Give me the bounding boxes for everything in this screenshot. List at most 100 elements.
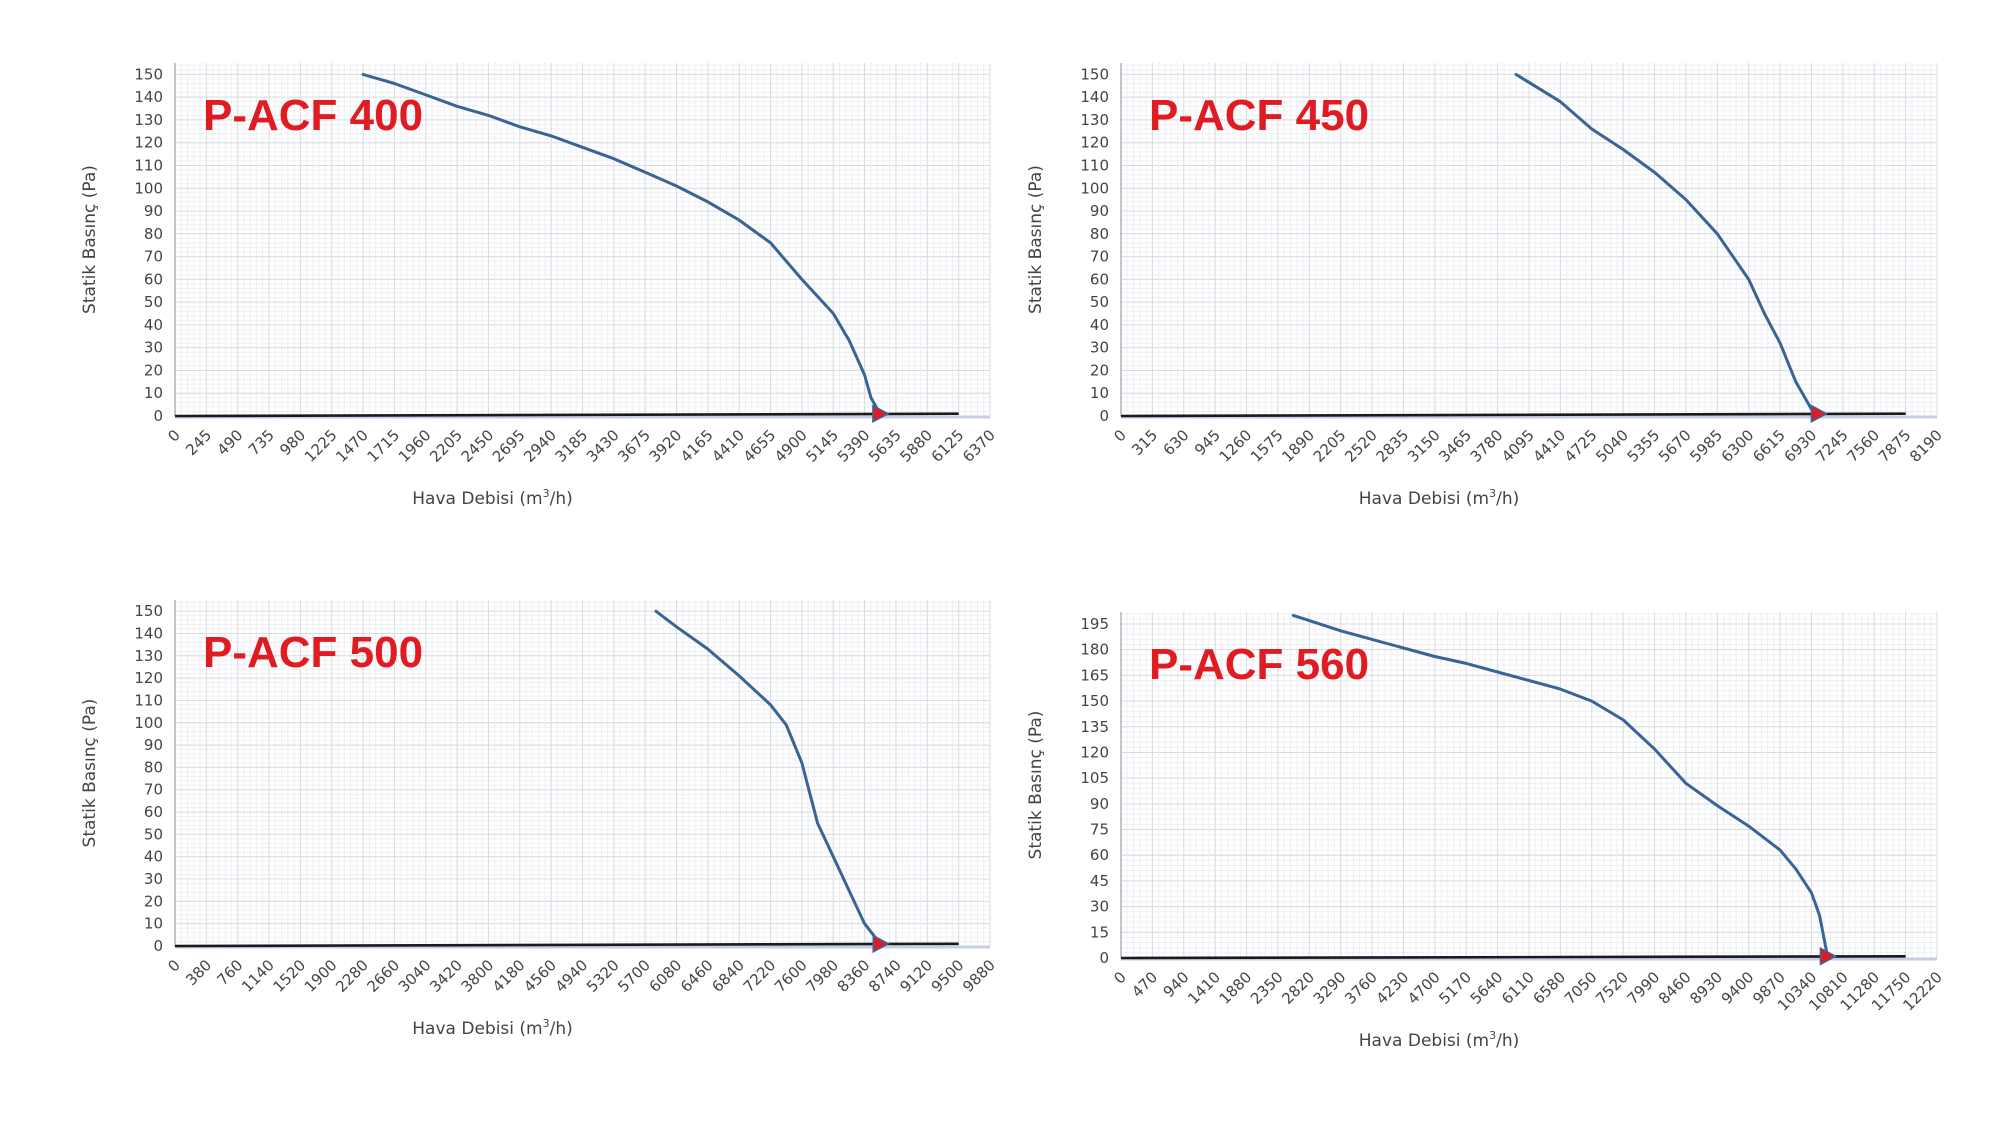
y-tick-label: 150: [134, 602, 163, 620]
y-tick-label: 0: [153, 937, 163, 955]
y-tick-label: 15: [1090, 923, 1109, 941]
x-tick-label: 5145: [802, 426, 842, 466]
x-tick-label: 7245: [1812, 426, 1852, 466]
y-tick-label: 20: [1090, 361, 1109, 379]
x-tick-label: 7600: [771, 956, 811, 996]
y-tick-label: 40: [144, 316, 163, 334]
system-curve: [1120, 954, 1906, 960]
chart-panel-3: 0102030405060708090100110120130140150038…: [80, 600, 999, 1039]
x-tick-label: 1575: [1247, 426, 1287, 466]
x-tick-label: 4560: [520, 956, 560, 996]
x-tick-label: 7220: [740, 956, 780, 996]
y-tick-label: 0: [153, 407, 163, 425]
x-tick-label: 5700: [614, 956, 654, 996]
y-tick-label: 10: [1090, 384, 1109, 402]
x-tick-label: 245: [182, 426, 215, 459]
x-tick-label: 3920: [646, 426, 686, 466]
x-tick-label: 5670: [1655, 426, 1695, 466]
x-tick-label: 2280: [332, 956, 372, 996]
y-tick-label: 110: [1080, 156, 1109, 174]
y-tick-label: 40: [1090, 316, 1109, 334]
x-tick-label: 5355: [1624, 426, 1664, 466]
y-tick-label: 130: [134, 111, 163, 129]
x-tick-label: 5640: [1467, 968, 1507, 1008]
model-title: P-ACF 500: [203, 628, 423, 677]
system-curve: [174, 942, 959, 948]
x-tick-label: 2660: [364, 956, 404, 996]
x-tick-label: 5320: [583, 956, 623, 996]
operating-point-marker: [872, 404, 890, 424]
model-title: P-ACF 560: [1149, 640, 1369, 689]
x-tick-label: 7980: [802, 956, 842, 996]
y-axis-label: Statik Basınç (Pa): [1026, 165, 1046, 314]
x-tick-label: 0: [1110, 968, 1129, 987]
x-tick-label: 7990: [1624, 968, 1664, 1008]
fan-curve: [654, 609, 882, 946]
y-tick-label: 150: [134, 65, 163, 83]
y-tick-label: 140: [1080, 88, 1109, 106]
x-tick-label: 4165: [677, 426, 717, 466]
chart-panel-2: 0102030405060708090100110120130140150031…: [1026, 63, 1946, 509]
x-tick-label: 2820: [1278, 968, 1318, 1008]
x-tick-label: 6930: [1781, 426, 1821, 466]
x-tick-label: 4180: [489, 956, 529, 996]
x-tick-label: 2205: [1310, 426, 1350, 466]
y-tick-label: 120: [134, 134, 163, 152]
x-tick-label: 6615: [1749, 426, 1789, 466]
x-tick-label: 315: [1128, 426, 1161, 459]
y-tick-label: 70: [144, 248, 163, 266]
x-tick-label: 9400: [1718, 968, 1758, 1008]
y-tick-label: 60: [144, 270, 163, 288]
x-tick-label: 6370: [959, 426, 999, 466]
x-axis-label: Hava Debisi (m3/h): [412, 1017, 572, 1039]
y-tick-label: 60: [1090, 846, 1109, 864]
x-tick-label: 5635: [865, 426, 905, 466]
model-title: P-ACF 450: [1149, 91, 1369, 140]
y-tick-label: 40: [144, 848, 163, 866]
y-tick-label: 110: [134, 156, 163, 174]
x-tick-label: 7875: [1875, 426, 1915, 466]
x-tick-label: 9120: [896, 956, 936, 996]
x-tick-label: 8460: [1655, 968, 1695, 1008]
x-tick-label: 1900: [301, 956, 341, 996]
x-tick-label: 7050: [1561, 968, 1601, 1008]
x-axis-label: Hava Debisi (m3/h): [1359, 487, 1519, 509]
y-tick-label: 140: [134, 624, 163, 642]
y-tick-label: 70: [144, 781, 163, 799]
x-tick-label: 0: [164, 426, 183, 445]
x-tick-label: 3430: [583, 426, 623, 466]
x-tick-label: 4940: [552, 956, 592, 996]
x-tick-label: 6580: [1529, 968, 1569, 1008]
x-axis-label: Hava Debisi (m3/h): [412, 487, 572, 509]
y-tick-label: 50: [1090, 293, 1109, 311]
x-tick-label: 1890: [1278, 426, 1318, 466]
y-tick-label: 120: [1080, 743, 1109, 761]
x-tick-label: 2350: [1247, 968, 1287, 1008]
x-tick-label: 3290: [1310, 968, 1350, 1008]
x-tick-label: 8360: [834, 956, 874, 996]
fan-curve: [1514, 72, 1820, 416]
x-tick-label: 6110: [1498, 968, 1538, 1008]
system-curve: [1120, 412, 1906, 418]
y-tick-label: 100: [134, 714, 163, 732]
x-tick-label: 5880: [896, 426, 936, 466]
y-tick-label: 30: [144, 870, 163, 888]
x-tick-label: 2205: [426, 426, 466, 466]
x-tick-label: 7560: [1843, 426, 1883, 466]
y-tick-label: 50: [144, 825, 163, 843]
y-tick-label: 60: [144, 803, 163, 821]
x-tick-label: 4700: [1404, 968, 1444, 1008]
x-tick-label: 3040: [395, 956, 435, 996]
x-tick-label: 2450: [458, 426, 498, 466]
y-tick-label: 20: [144, 361, 163, 379]
x-tick-label: 1410: [1184, 968, 1224, 1008]
x-tick-label: 2835: [1373, 426, 1413, 466]
x-tick-label: 4095: [1498, 426, 1538, 466]
x-tick-label: 6080: [646, 956, 686, 996]
x-tick-label: 3760: [1341, 968, 1381, 1008]
x-tick-label: 8190: [1906, 426, 1946, 466]
x-tick-label: 3150: [1404, 426, 1444, 466]
x-tick-label: 4725: [1561, 426, 1601, 466]
